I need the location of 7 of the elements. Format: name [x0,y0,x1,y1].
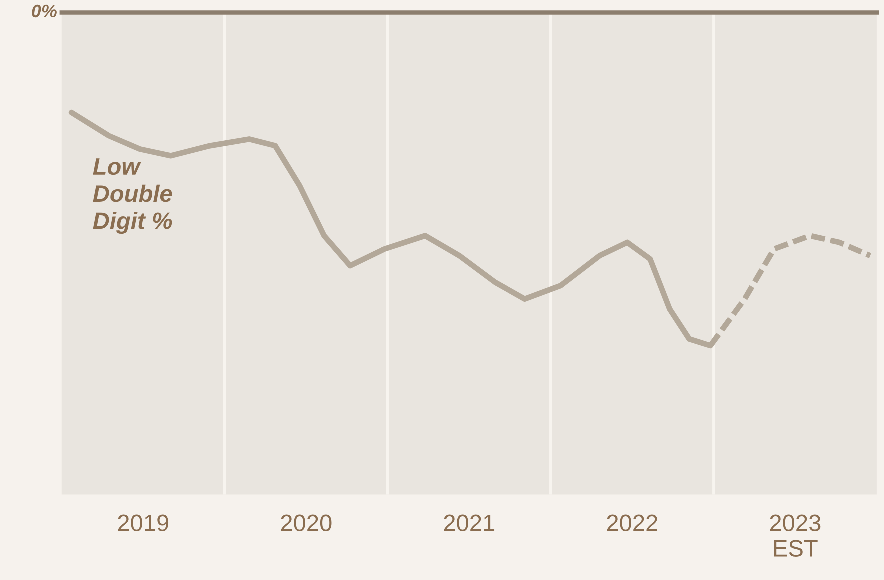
x-tick-label: 2019 [118,514,169,532]
x-tick-label: 2023 EST [770,514,821,557]
text: 0% [32,4,57,18]
x-tick-label: 2020 [281,514,332,532]
x-tick-label: 2021 [444,514,495,532]
annotation: Low Double Digit % [93,158,172,234]
x-tick-label: 2022 [607,514,658,532]
